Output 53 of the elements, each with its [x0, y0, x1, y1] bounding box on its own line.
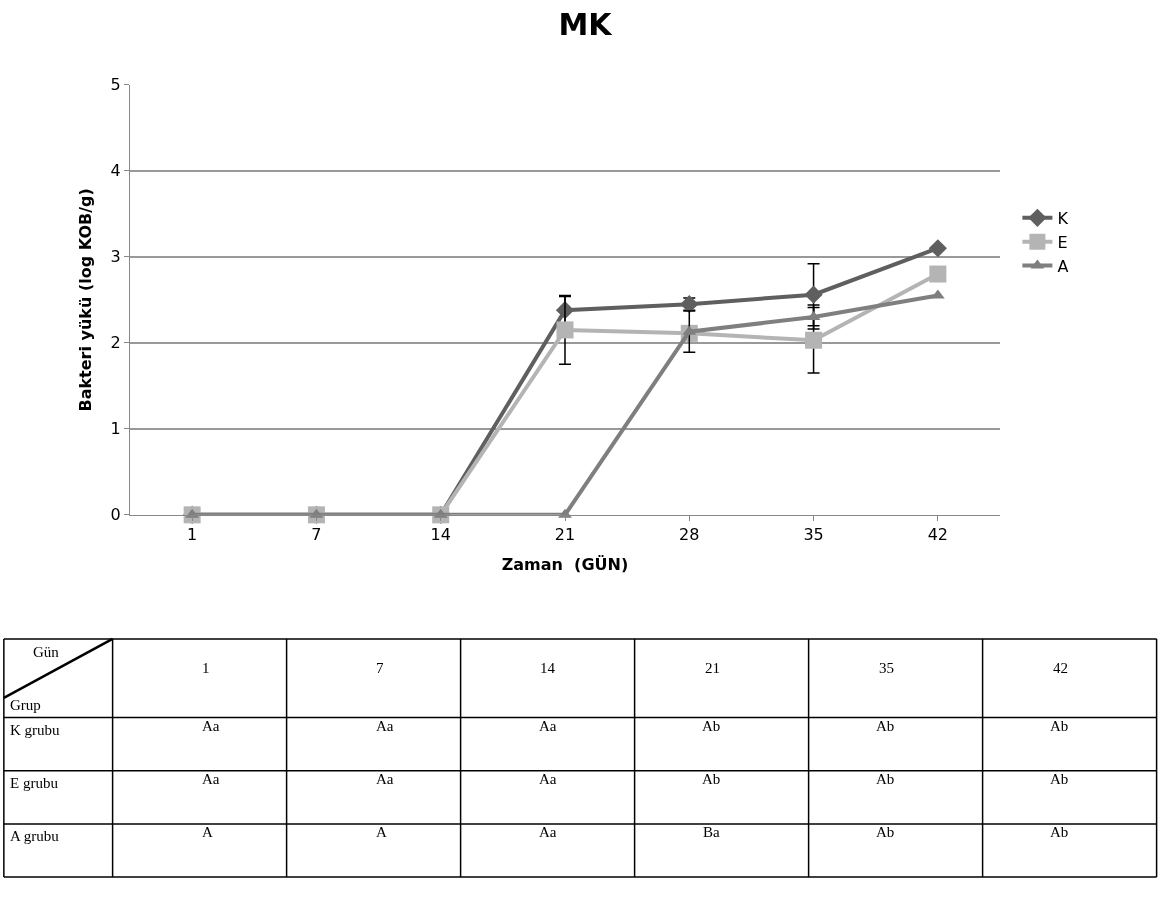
text: A [202, 824, 213, 840]
category-label: 14 [540, 660, 556, 676]
text: Ab [1050, 718, 1069, 734]
x-tick-label: 42 [927, 525, 949, 545]
x-tick-label: 14 [430, 525, 451, 545]
text: Gün [33, 644, 60, 660]
point [556, 321, 574, 339]
category-label: K grubu [10, 722, 60, 738]
y-tick-label: 5 [110, 75, 121, 95]
category-label: 21 [705, 660, 720, 676]
y-tick-label: 4 [110, 161, 121, 181]
text: Aa [539, 771, 557, 787]
text: Ab [1050, 824, 1069, 840]
x-axis-title: Zaman (GÜN) [501, 554, 629, 574]
text: Ab [702, 718, 721, 734]
x-tick-label: 35 [803, 525, 824, 545]
x-tick-label: 28 [679, 525, 700, 545]
y-tick-label: 1 [110, 419, 121, 439]
y-axis-title: Bakteri yükü (log KOB/g) [75, 188, 95, 412]
x-tick-label: 1 [187, 525, 198, 545]
text: Aa [539, 718, 557, 734]
category-label: 1 [202, 660, 210, 676]
y-tick-label: 3 [110, 247, 121, 267]
y-tick-label: 0 [110, 505, 121, 525]
point [929, 265, 947, 283]
category-label: E grubu [10, 775, 58, 791]
x-tick-label: 7 [311, 525, 322, 545]
text: Ab [876, 718, 895, 734]
text: Aa [376, 718, 394, 734]
text: Ab [876, 824, 895, 840]
text: Aa [202, 771, 220, 787]
point [928, 239, 947, 258]
category-label: 7 [376, 660, 384, 676]
text: A [376, 824, 387, 840]
category-label: 35 [879, 660, 894, 676]
text: Aa [376, 771, 394, 787]
text: Ab [702, 771, 721, 787]
text: Ab [1050, 771, 1069, 787]
text: Ba [703, 824, 720, 840]
text: Ab [876, 771, 895, 787]
x-tick-label: 21 [554, 525, 576, 545]
text: Aa [202, 718, 220, 734]
legend-label: K [1057, 209, 1069, 229]
legend-label: A [1057, 256, 1069, 276]
point [804, 285, 823, 304]
category-label: 42 [1053, 660, 1068, 676]
text: Grup [10, 697, 41, 713]
y-tick-label: 2 [110, 333, 121, 353]
category-label: A grubu [10, 828, 59, 844]
point [805, 331, 823, 349]
text: Aa [539, 824, 557, 840]
legend-label: E [1057, 232, 1068, 252]
chart-title: MK [558, 6, 614, 42]
